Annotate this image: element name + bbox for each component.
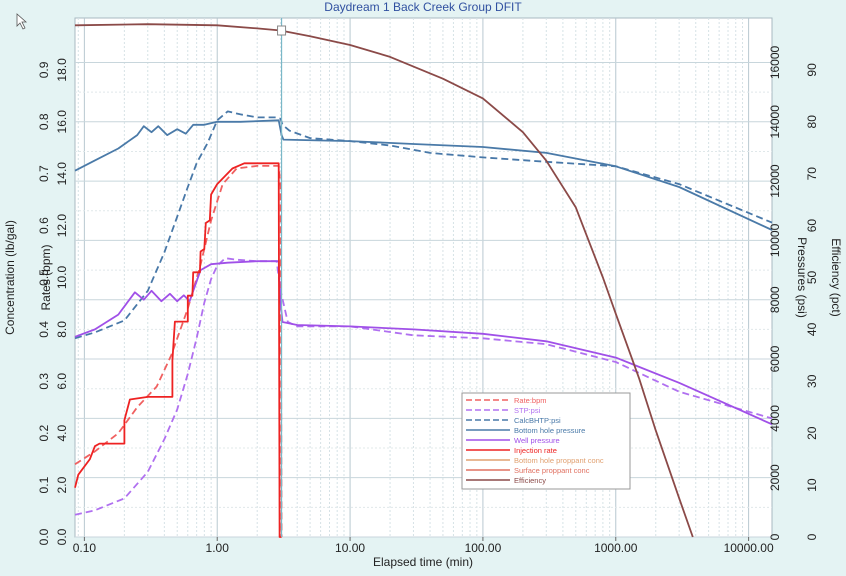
eff-tick-label: 0 xyxy=(805,533,819,540)
eff-tick-label: 70 xyxy=(805,167,819,181)
eff-tick-label: 90 xyxy=(805,63,819,77)
eff-tick-label: 40 xyxy=(805,322,819,336)
conc-axis-title: Concentration (lb/gal) xyxy=(3,220,17,335)
rate-tick-label: 6.0 xyxy=(55,373,69,390)
eff-tick-label: 30 xyxy=(805,374,819,388)
x-tick-label: 10.00 xyxy=(335,541,365,555)
legend-label: Surface proppant conc xyxy=(514,466,590,475)
eff-tick-label: 80 xyxy=(805,115,819,129)
rate-tick-label: 14.0 xyxy=(55,162,69,186)
conc-tick-label: 0.0 xyxy=(37,528,51,545)
conc-tick-label: 0.2 xyxy=(37,425,51,442)
legend-label: Injection rate xyxy=(514,446,557,455)
time-marker-handle xyxy=(277,25,287,36)
conc-tick-label: 0.1 xyxy=(37,476,51,493)
chart-title: Daydream 1 Back Creek Group DFIT xyxy=(324,0,522,14)
conc-tick-label: 0.4 xyxy=(37,321,51,338)
rate-tick-label: 8.0 xyxy=(55,321,69,338)
eff-tick-label: 50 xyxy=(805,271,819,285)
cursor-icon xyxy=(16,13,28,30)
eff-tick-label: 20 xyxy=(805,426,819,440)
rate-tick-label: 2.0 xyxy=(55,476,69,493)
rate-tick-label: 4.0 xyxy=(55,425,69,442)
x-tick-label: 1.00 xyxy=(206,541,230,555)
eff-axis-title: Efficiency (pct) xyxy=(829,238,843,316)
plot-area xyxy=(74,17,773,538)
series-line xyxy=(74,23,694,538)
legend-label: Efficiency xyxy=(514,476,546,485)
press-tick-label: 12000 xyxy=(768,164,782,198)
legend-label: Bottom hole pressure xyxy=(514,426,585,435)
y-axes: 0.0 0.1 0.2 0.3 0.4 0.5 0.6 0.7 0.8 0.9 Concentrat… xyxy=(3,45,843,545)
eff-tick-label: 10 xyxy=(805,478,819,492)
rate-tick-label: 10.0 xyxy=(55,265,69,289)
x-axis: 0.10 1.00 10.00 100.00 1000.00 10000.00 xyxy=(73,537,774,555)
rate-axis-title: Rates (bpm) xyxy=(39,244,53,310)
legend-label: CalcBHTP:psi xyxy=(514,416,561,425)
rate-tick-label: 16.0 xyxy=(55,110,69,134)
x-tick-label: 1000.00 xyxy=(594,541,638,555)
conc-tick-label: 0.6 xyxy=(37,217,51,234)
conc-tick-label: 0.7 xyxy=(37,165,51,182)
series-layer xyxy=(74,23,773,538)
x-axis-label: Elapsed time (min) xyxy=(373,555,473,569)
rate-tick-label: 12.0 xyxy=(55,214,69,238)
press-axis-title: Pressures (psi) xyxy=(795,237,809,318)
series-line xyxy=(74,257,773,516)
press-tick-label: 2000 xyxy=(768,464,782,491)
legend-label: STP:psi xyxy=(514,406,541,415)
x-tick-label: 100.00 xyxy=(465,541,502,555)
legend-box xyxy=(461,392,631,490)
legend-label: Bottom hole proppant conc xyxy=(514,456,604,465)
legend-label: Well pressure xyxy=(514,436,560,445)
rate-tick-label: 18.0 xyxy=(55,58,69,82)
press-tick-label: 16000 xyxy=(768,45,782,79)
series-line xyxy=(74,260,773,426)
press-tick-label: 6000 xyxy=(768,345,782,372)
legend-label: Rate:bpm xyxy=(514,396,547,405)
press-tick-label: 4000 xyxy=(768,405,782,432)
press-tick-label: 14000 xyxy=(768,105,782,139)
series-line xyxy=(74,162,282,538)
press-tick-label: 0 xyxy=(768,533,782,540)
conc-tick-label: 0.3 xyxy=(37,373,51,390)
x-tick-label: 0.10 xyxy=(73,541,97,555)
conc-tick-label: 0.9 xyxy=(37,61,51,78)
press-tick-label: 8000 xyxy=(768,286,782,313)
rate-tick-label: 0.0 xyxy=(55,528,69,545)
series-line xyxy=(74,119,773,231)
eff-tick-label: 60 xyxy=(805,219,819,233)
press-tick-label: 10000 xyxy=(768,223,782,257)
conc-tick-label: 0.8 xyxy=(37,113,51,130)
time-marker[interactable] xyxy=(277,18,287,537)
series-line xyxy=(74,110,773,340)
x-tick-label: 10000.00 xyxy=(724,541,774,555)
conc-tick-label: 0.5 xyxy=(37,269,51,286)
